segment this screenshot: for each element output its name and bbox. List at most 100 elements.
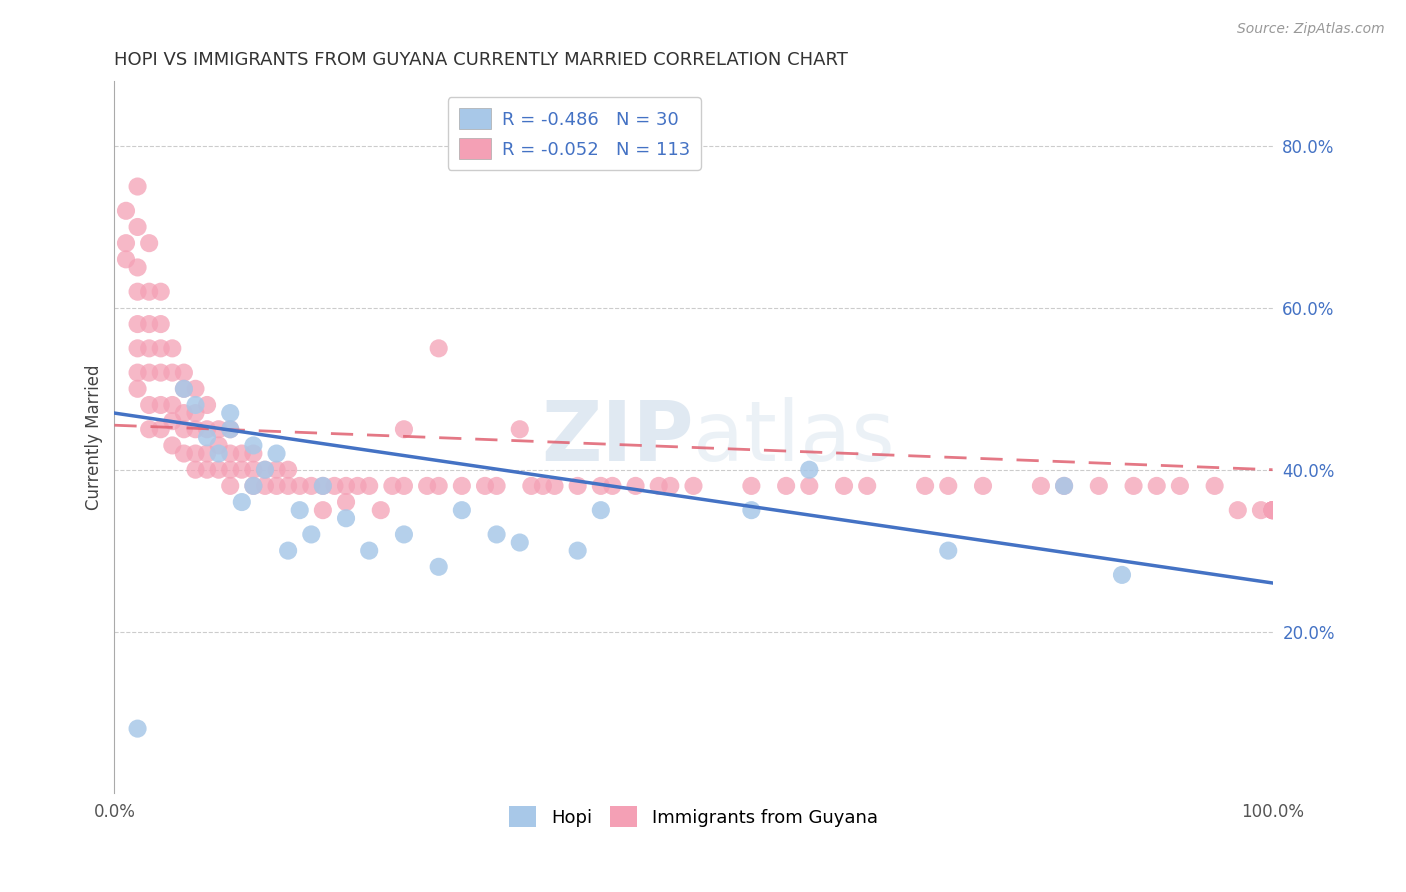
Point (184, 446, 207, 460)
Point (799, 463, 821, 477)
Point (288, 479, 311, 493)
Point (219, 463, 242, 477)
Point (266, 463, 288, 477)
Point (392, 422, 415, 436)
Point (520, 479, 543, 493)
Point (162, 366, 184, 380)
Point (509, 422, 531, 436)
Point (138, 366, 160, 380)
Point (1204, 479, 1226, 493)
Point (138, 398, 160, 412)
Point (127, 179, 149, 194)
Point (659, 479, 682, 493)
Point (602, 479, 624, 493)
Point (138, 422, 160, 436)
Point (149, 342, 172, 356)
Point (567, 479, 589, 493)
Point (149, 398, 172, 412)
Point (173, 366, 195, 380)
Point (138, 317, 160, 331)
Point (1261, 503, 1284, 517)
Point (299, 479, 322, 493)
Point (115, 236, 138, 251)
Point (832, 479, 855, 493)
Point (127, 366, 149, 380)
Point (485, 479, 508, 493)
Point (427, 479, 450, 493)
Point (450, 479, 472, 493)
Point (149, 366, 172, 380)
Point (219, 422, 242, 436)
Point (173, 422, 195, 436)
Text: HOPI VS IMMIGRANTS FROM GUYANA CURRENTLY MARRIED CORRELATION CHART: HOPI VS IMMIGRANTS FROM GUYANA CURRENTLY… (114, 51, 848, 69)
Point (173, 382, 195, 396)
Point (162, 398, 184, 412)
Point (450, 503, 472, 517)
Point (1053, 479, 1076, 493)
Point (277, 463, 299, 477)
Point (277, 479, 299, 493)
Point (1122, 479, 1144, 493)
Text: atlas: atlas (693, 397, 896, 478)
Point (242, 446, 264, 460)
Point (115, 252, 138, 267)
Point (266, 446, 288, 460)
Point (219, 479, 242, 493)
Point (242, 479, 264, 493)
Point (359, 479, 381, 493)
Point (509, 535, 531, 549)
Point (173, 406, 195, 420)
Point (1261, 503, 1284, 517)
Point (208, 422, 231, 436)
Point (335, 495, 357, 509)
Point (127, 260, 149, 275)
Point (162, 342, 184, 356)
Point (277, 543, 299, 558)
Point (936, 543, 959, 558)
Point (195, 398, 218, 412)
Point (936, 479, 959, 493)
Point (127, 219, 149, 234)
Point (231, 495, 253, 509)
Point (775, 479, 797, 493)
Point (149, 285, 172, 299)
Point (149, 422, 172, 436)
Point (740, 479, 762, 493)
Point (242, 479, 264, 493)
Point (1261, 503, 1284, 517)
Point (208, 438, 231, 452)
Point (682, 479, 704, 493)
Y-axis label: Currently Married: Currently Married (86, 365, 103, 510)
Point (231, 463, 253, 477)
Point (242, 438, 264, 452)
Point (127, 285, 149, 299)
Point (219, 422, 242, 436)
Point (253, 479, 276, 493)
Point (485, 527, 508, 541)
Point (138, 342, 160, 356)
Point (589, 503, 612, 517)
Point (416, 479, 439, 493)
Point (195, 463, 218, 477)
Point (138, 285, 160, 299)
Point (312, 503, 335, 517)
Point (392, 527, 415, 541)
Point (184, 463, 207, 477)
Point (162, 414, 184, 428)
Point (914, 479, 936, 493)
Point (1088, 479, 1111, 493)
Point (335, 479, 357, 493)
Point (427, 342, 450, 356)
Point (115, 203, 138, 218)
Point (381, 479, 404, 493)
Point (392, 479, 415, 493)
Point (184, 398, 207, 412)
Point (1226, 503, 1249, 517)
Point (346, 479, 368, 493)
Point (173, 446, 195, 460)
Point (219, 446, 242, 460)
Point (312, 479, 335, 493)
Point (1111, 567, 1133, 582)
Point (1146, 479, 1168, 493)
Point (1168, 479, 1191, 493)
